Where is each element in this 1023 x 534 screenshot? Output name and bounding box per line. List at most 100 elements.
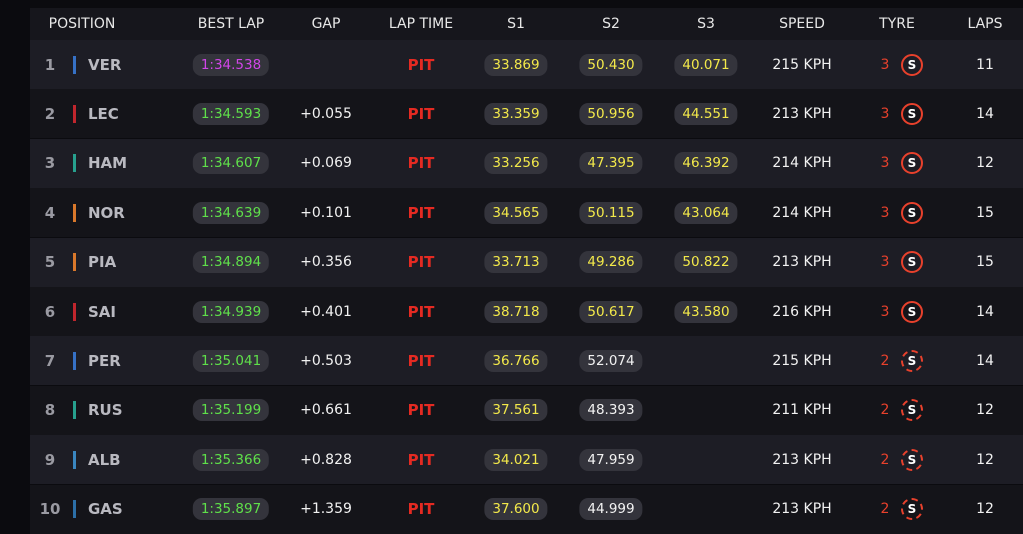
position: 10 [39, 500, 61, 519]
team-color-bar [73, 104, 76, 123]
driver-code: ALB [88, 450, 121, 469]
team-color-bar [73, 450, 76, 469]
sector-time: 33.256 [484, 152, 548, 175]
tyre-icon: S [901, 53, 923, 76]
tyre-age: 3 [880, 204, 890, 221]
speed: 213 KPH [772, 451, 832, 468]
best-lap: 1:34.639 [192, 201, 270, 224]
column-header: SPEED [779, 16, 825, 32]
sector-time: 34.021 [484, 448, 548, 471]
position: 8 [44, 401, 56, 420]
tyre-age: 2 [880, 451, 890, 468]
laps: 11 [976, 56, 994, 73]
driver-row: 7 PER 1:35.041 +0.503 PIT 36.766 52.074 215 KPH… [30, 336, 1023, 386]
sector-time: 40.071 [674, 53, 738, 76]
sector-time: 50.617 [579, 300, 643, 323]
driver-code: HAM [88, 154, 128, 173]
speed: 215 KPH [772, 352, 832, 369]
laps: 12 [976, 451, 994, 468]
tyre-icon: S [901, 102, 923, 125]
tyre-icon: S [901, 251, 923, 274]
tyre-age: 3 [880, 155, 890, 172]
team-color-bar [73, 55, 76, 74]
laps: 14 [976, 105, 994, 122]
column-header: LAP TIME [388, 16, 454, 32]
lap-time: PIT [407, 55, 435, 74]
tyre-icon: S [901, 300, 923, 323]
speed: 213 KPH [772, 254, 832, 271]
tyre-icon: S [901, 152, 923, 175]
sector-time: 33.869 [484, 53, 548, 76]
column-header: S2 [602, 16, 620, 32]
gap: +0.503 [300, 352, 352, 369]
sector-time: 50.115 [579, 201, 643, 224]
driver-row: 6 SAI 1:34.939 +0.401 PIT 38.718 50.617 43.580 2… [30, 287, 1023, 336]
sector-time: 34.565 [484, 201, 548, 224]
best-lap: 1:35.199 [192, 399, 270, 422]
sector-time: 38.718 [484, 300, 548, 323]
driver-row: 2 LEC 1:34.593 +0.055 PIT 33.359 50.956 44.551 2… [30, 89, 1023, 139]
column-header: TYRE [879, 16, 915, 32]
driver-row: 8 RUS 1:35.199 +0.661 PIT 37.561 48.393 211 KPH… [30, 385, 1023, 435]
speed: 211 KPH [772, 402, 832, 419]
lap-time: PIT [407, 203, 435, 222]
sector-time: 48.393 [579, 399, 643, 422]
best-lap: 1:34.538 [192, 53, 270, 76]
position: 9 [44, 450, 56, 469]
sector-time: 47.959 [579, 448, 643, 471]
best-lap: 1:34.894 [192, 251, 270, 274]
driver-row: 1 VER 1:34.538 PIT 33.869 50.430 40.071 215 KPH… [30, 40, 1023, 89]
tyre-icon: S [901, 399, 923, 422]
team-color-bar [73, 351, 76, 370]
header-row: POSITION BEST LAP GAP LAP TIME S1 S2 S3 SPEED TY… [30, 8, 1023, 40]
driver-code: LEC [88, 104, 119, 123]
driver-row: 10 GAS 1:35.897 +1.359 PIT 37.600 44.999 213 KP… [30, 484, 1023, 534]
best-lap: 1:34.593 [192, 102, 270, 125]
sector-time: 33.359 [484, 102, 548, 125]
speed: 215 KPH [772, 56, 832, 73]
team-color-bar [73, 302, 76, 321]
position: 3 [44, 154, 56, 173]
tyre-icon: S [901, 201, 923, 224]
position: 5 [44, 253, 56, 272]
driver-code: RUS [88, 401, 123, 420]
sector-time: 33.713 [484, 251, 548, 274]
sector-time: 50.822 [674, 251, 738, 274]
tyre-age: 3 [880, 303, 890, 320]
driver-code: NOR [88, 203, 125, 222]
laps: 12 [976, 155, 994, 172]
column-header: S1 [507, 16, 525, 32]
speed: 213 KPH [772, 105, 832, 122]
tyre-icon: S [901, 498, 923, 521]
gap: +0.401 [300, 303, 352, 320]
gap: +0.828 [300, 451, 352, 468]
position: 7 [44, 351, 56, 370]
best-lap: 1:35.897 [192, 498, 270, 521]
tyre-age: 3 [880, 56, 890, 73]
tyre-age: 3 [880, 254, 890, 271]
tyre-icon: S [901, 448, 923, 471]
gap: +0.356 [300, 254, 352, 271]
gap: +0.661 [300, 402, 352, 419]
sector-time: 37.561 [484, 399, 548, 422]
lap-time: PIT [407, 450, 435, 469]
laps: 15 [976, 204, 994, 221]
gap: +1.359 [300, 501, 352, 518]
laps: 14 [976, 352, 994, 369]
laps: 15 [976, 254, 994, 271]
lap-time: PIT [407, 500, 435, 519]
speed: 214 KPH [772, 155, 832, 172]
sector-time: 49.286 [579, 251, 643, 274]
lap-time: PIT [407, 253, 435, 272]
best-lap: 1:34.939 [192, 300, 270, 323]
tyre-age: 2 [880, 501, 890, 518]
driver-row: 3 HAM 1:34.607 +0.069 PIT 33.256 47.395 46.392 2… [30, 138, 1023, 188]
tyre-icon: S [901, 349, 923, 372]
team-color-bar [73, 253, 76, 272]
driver-code: VER [88, 55, 122, 74]
position: 6 [44, 302, 56, 321]
column-header: BEST LAP [197, 16, 265, 32]
lap-time: PIT [407, 351, 435, 370]
team-color-bar [73, 203, 76, 222]
